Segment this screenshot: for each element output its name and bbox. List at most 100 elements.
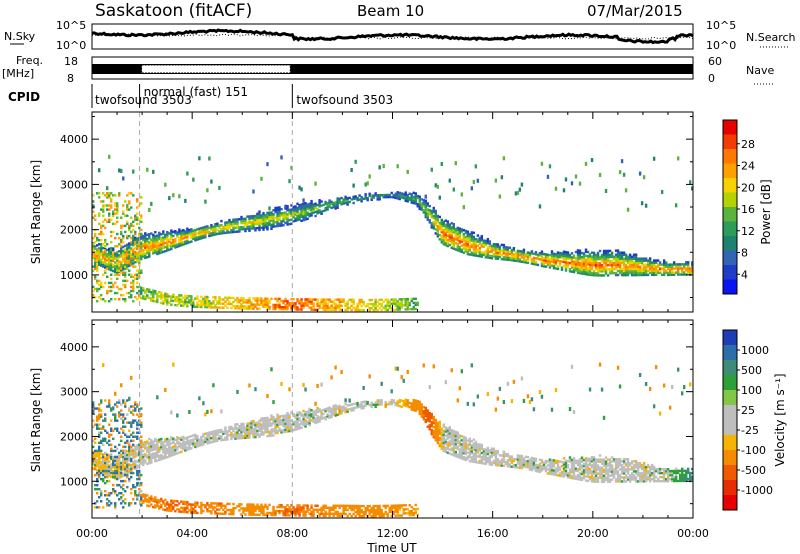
- scatter-cell: [150, 232, 153, 235]
- scatter-cell: [498, 253, 502, 257]
- scatter-cell: [114, 427, 117, 430]
- scatter-cell: [248, 383, 251, 388]
- scatter-cell: [148, 207, 151, 212]
- scatter-cell: [348, 403, 351, 407]
- scatter-cell: [362, 515, 365, 518]
- scatter-cell: [222, 227, 225, 231]
- scatter-cell: [206, 305, 209, 309]
- scatter-cell: [560, 254, 564, 257]
- scatter-cell: [298, 427, 301, 430]
- scatter-cell: [604, 251, 608, 255]
- scatter-cell: [600, 257, 604, 261]
- scatter-cell: [352, 406, 355, 410]
- scatter-cell: [182, 231, 185, 234]
- scatter-cell: [378, 306, 381, 310]
- scatter-cell: [656, 263, 660, 266]
- scatter-cell: [162, 451, 165, 454]
- scatter-cell: [206, 442, 209, 445]
- scatter-cell: [248, 513, 251, 516]
- scatter-cell: [550, 252, 554, 255]
- scatter-cell: [520, 254, 524, 257]
- scatter-cell: [662, 261, 666, 264]
- scatter-cell: [202, 234, 205, 237]
- scatter-cell: [518, 254, 522, 257]
- scatter-cell: [580, 270, 584, 273]
- scatter-cell: [296, 308, 299, 311]
- scatter-cell: [236, 230, 239, 233]
- scatter-cell: [120, 502, 123, 505]
- scatter-cell: [128, 453, 131, 456]
- scatter-cell: [224, 296, 227, 299]
- scatter-cell: [184, 447, 187, 450]
- scatter-cell: [270, 217, 273, 220]
- scatter-cell: [640, 257, 644, 260]
- scatter-cell: [416, 303, 419, 307]
- scatter-cell: [474, 164, 478, 169]
- scatter-cell: [116, 253, 119, 256]
- scatter-cell: [602, 259, 606, 263]
- scatter-cell: [232, 222, 235, 226]
- scatter-cell: [470, 251, 474, 255]
- scatter-cell: [318, 418, 321, 421]
- scatter-cell: [102, 257, 105, 260]
- scatter-cell: [262, 220, 265, 223]
- scatter-cell: [140, 483, 143, 487]
- scatter-cell: [96, 423, 99, 426]
- scatter-cell: [214, 306, 217, 309]
- scatter-cell: [490, 244, 494, 248]
- scatter-cell: [328, 205, 331, 208]
- scatter-cell: [110, 453, 113, 456]
- scatter-cell: [138, 234, 141, 238]
- scatter-cell: [130, 492, 133, 495]
- scatter-cell: [108, 267, 111, 270]
- scatter-cell: [490, 248, 494, 252]
- scatter-cell: [170, 438, 173, 441]
- scatter-cell: [140, 235, 143, 238]
- scatter-cell: [354, 510, 357, 514]
- scatter-cell: [106, 469, 109, 473]
- scatter-cell: [444, 231, 447, 235]
- scatter-cell: [652, 265, 656, 268]
- scatter-cell: [264, 224, 267, 227]
- scatter-cell: [168, 509, 171, 512]
- scatter-cell: [500, 249, 504, 253]
- scatter-cell: [668, 273, 672, 277]
- scatter-cell: [466, 238, 470, 242]
- scatter-cell: [102, 477, 105, 481]
- scatter-cell: [290, 308, 293, 311]
- scatter-cell: [190, 297, 193, 300]
- scatter-cell: [190, 503, 193, 506]
- scatter-cell: [302, 417, 305, 421]
- scatter-cell: [120, 417, 123, 420]
- scatter-cell: [632, 269, 636, 273]
- scatter-cell: [644, 257, 648, 260]
- scatter-cell: [474, 244, 478, 247]
- scatter-cell: [196, 501, 199, 505]
- scatter-cell: [104, 271, 107, 274]
- scatter-cell: [210, 232, 213, 235]
- scatter-cell: [418, 201, 421, 205]
- scatter-cell: [174, 450, 177, 454]
- scatter-cell: [200, 435, 203, 439]
- scatter-cell: [428, 213, 431, 216]
- scatter-cell: [448, 229, 451, 232]
- scatter-cell: [130, 192, 133, 195]
- scatter-cell: [162, 445, 165, 448]
- scatter-cell: [154, 245, 157, 248]
- scatter-cell: [100, 293, 103, 297]
- scatter-cell: [392, 300, 395, 303]
- scatter-cell: [438, 215, 441, 219]
- scatter-cell: [92, 407, 95, 410]
- scatter-cell: [228, 218, 231, 222]
- scatter-cell: [198, 233, 201, 237]
- scatter-cell: [272, 428, 275, 431]
- scatter-cell: [128, 242, 131, 245]
- scatter-cell: [356, 508, 359, 512]
- scatter-cell: [110, 419, 113, 422]
- scatter-cell: [446, 240, 449, 244]
- scatter-cell: [352, 504, 355, 508]
- scatter-cell: [124, 267, 127, 270]
- scatter-cell: [258, 224, 261, 228]
- scatter-cell: [530, 262, 534, 265]
- scatter-cell: [362, 302, 365, 306]
